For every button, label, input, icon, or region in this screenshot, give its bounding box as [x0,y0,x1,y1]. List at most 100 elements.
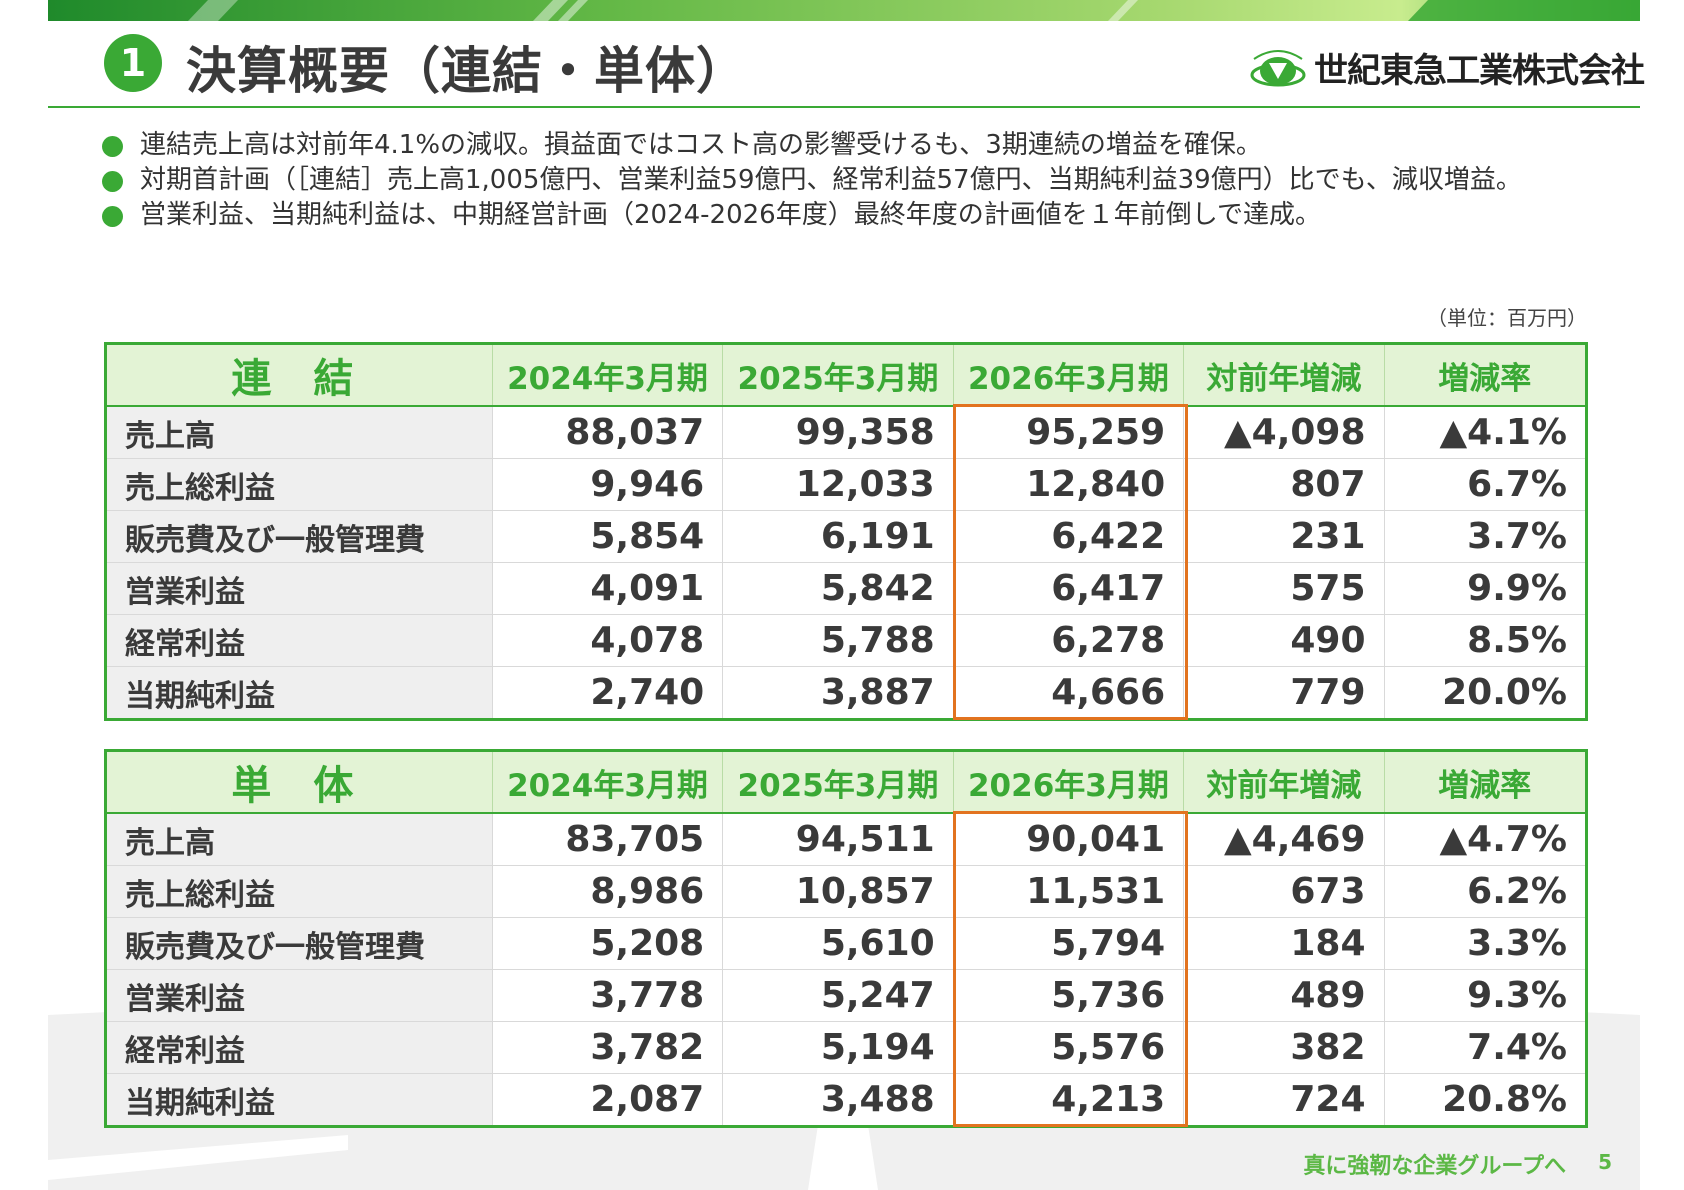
table-row: 当期純利益 2,740 3,887 4,666 779 20.0% [105,666,1588,720]
top-decorative-band [48,0,1640,21]
table-cell: 12,033 [722,458,954,511]
table-cell: ▲4.7% [1383,812,1588,866]
table-cell: 20.8% [1383,1073,1588,1127]
table-cell: 5,736 [952,969,1185,1022]
table-cell: 90,041 [952,812,1185,866]
bullet-text: 連結売上高は対前年4.1%の減収。損益面ではコスト高の影響受けるも、3期連続の増… [140,130,1262,160]
section-label: 単 体 [105,750,493,814]
table-cell: ▲4.1% [1383,405,1588,459]
company-name: 世紀東急工業株式会社 [1314,50,1645,91]
table-cell: 382 [1183,1021,1385,1074]
row-label: 経常利益 [105,614,493,667]
table-cell: 5,610 [722,917,954,970]
column-header: 2026年3月期 [952,750,1185,814]
table-cell: 2,087 [491,1073,724,1127]
table-cell: 3,782 [491,1021,724,1074]
slide-header: 1 決算概要（連結・単体） 世紀東急工業株式会社 [48,21,1645,107]
bullet-item: 連結売上高は対前年4.1%の減収。損益面ではコスト高の影響受けるも、3期連続の増… [100,128,1600,163]
table-cell: 9,946 [491,458,724,511]
column-header: 増減率 [1383,343,1588,407]
table-cell: ▲4,469 [1183,812,1385,866]
table-cell: 83,705 [491,812,724,866]
consolidated-table: 連 結 2024年3月期 2025年3月期 2026年3月期 対前年増減 増減率… [104,342,1588,721]
row-label: 販売費及び一般管理費 [105,917,493,970]
column-header: 2025年3月期 [722,750,954,814]
table-cell: 184 [1183,917,1385,970]
page-title: 決算概要（連結・単体） [186,42,747,100]
table-cell: 4,213 [952,1073,1185,1127]
column-header: 増減率 [1383,750,1588,814]
table-cell: 5,854 [491,510,724,563]
bullet-item: 対期首計画（［連結］売上高1,005億円、営業利益59億円、経常利益57億円、当… [100,163,1600,198]
table-row: 売上高 83,705 94,511 90,041 ▲4,469 ▲4.7% [105,812,1588,866]
table-row: 売上高 88,037 99,358 95,259 ▲4,098 ▲4.1% [105,405,1588,459]
table-cell: 9.9% [1383,562,1588,615]
footer-tagline: 真に強靭な企業グループへ [1303,1154,1566,1179]
table-cell: 4,078 [491,614,724,667]
table-row: 営業利益 3,778 5,247 5,736 489 9.3% [105,969,1588,1022]
section-label: 連 結 [105,343,493,407]
bullet-dot-icon [102,171,123,192]
row-label: 経常利益 [105,1021,493,1074]
row-label: 当期純利益 [105,1073,493,1127]
header-divider [48,106,1640,108]
table-cell: 5,788 [722,614,954,667]
table-cell: 3.3% [1383,917,1588,970]
table-cell: 575 [1183,562,1385,615]
table-row: 営業利益 4,091 5,842 6,417 575 9.9% [105,562,1588,615]
table-cell: 2,740 [491,666,724,720]
company-logo-icon [1250,50,1306,87]
column-header: 2024年3月期 [491,750,724,814]
table-cell: 5,576 [952,1021,1185,1074]
table-cell: 6,417 [952,562,1185,615]
table-cell: 9.3% [1383,969,1588,1022]
company-logo: 世紀東急工業株式会社 [1248,39,1645,95]
table-cell: 94,511 [722,812,954,866]
table-cell: 3,488 [722,1073,954,1127]
row-label: 売上総利益 [105,865,493,918]
table-cell: 10,857 [722,865,954,918]
table-cell: 724 [1183,1073,1385,1127]
table-cell: 6,278 [952,614,1185,667]
column-header: 2024年3月期 [491,343,724,407]
standalone-table: 単 体 2024年3月期 2025年3月期 2026年3月期 対前年増減 増減率… [104,749,1588,1128]
table-cell: 12,840 [952,458,1185,511]
section-number-badge: 1 [104,34,162,92]
table-header-row: 単 体 2024年3月期 2025年3月期 2026年3月期 対前年増減 増減率 [105,750,1588,814]
table-cell: 807 [1183,458,1385,511]
table-cell: 779 [1183,666,1385,720]
table-cell: 6,191 [722,510,954,563]
table-cell: 7.4% [1383,1021,1588,1074]
table-cell: 99,358 [722,405,954,459]
row-label: 営業利益 [105,969,493,1022]
column-header: 対前年増減 [1183,343,1385,407]
table-cell: 5,208 [491,917,724,970]
column-header: 対前年増減 [1183,750,1385,814]
table-cell: 4,666 [952,666,1185,720]
table-cell: 20.0% [1383,666,1588,720]
table-cell: 6,422 [952,510,1185,563]
table-cell: 231 [1183,510,1385,563]
bullet-text: 対期首計画（［連結］売上高1,005億円、営業利益59億円、経常利益57億円、当… [140,165,1522,195]
table-cell: 3,778 [491,969,724,1022]
row-label: 販売費及び一般管理費 [105,510,493,563]
bullet-dot-icon [102,136,123,157]
bullet-dot-icon [102,206,123,227]
table-row: 売上総利益 8,986 10,857 11,531 673 6.2% [105,865,1588,918]
row-label: 当期純利益 [105,666,493,720]
table-row: 販売費及び一般管理費 5,208 5,610 5,794 184 3.3% [105,917,1588,970]
row-label: 売上総利益 [105,458,493,511]
table-cell: 11,531 [952,865,1185,918]
table-cell: 5,247 [722,969,954,1022]
table-row: 販売費及び一般管理費 5,854 6,191 6,422 231 3.7% [105,510,1588,563]
table-cell: 673 [1183,865,1385,918]
table-row: 当期純利益 2,087 3,488 4,213 724 20.8% [105,1073,1588,1127]
table-cell: 88,037 [491,405,724,459]
page-number: 5 [1598,1150,1612,1174]
table-row: 売上総利益 9,946 12,033 12,840 807 6.7% [105,458,1588,511]
column-header: 2026年3月期 [952,343,1185,407]
table-cell: 8.5% [1383,614,1588,667]
table-cell: 3.7% [1383,510,1588,563]
table-cell: 95,259 [952,405,1185,459]
table-cell: 6.7% [1383,458,1588,511]
